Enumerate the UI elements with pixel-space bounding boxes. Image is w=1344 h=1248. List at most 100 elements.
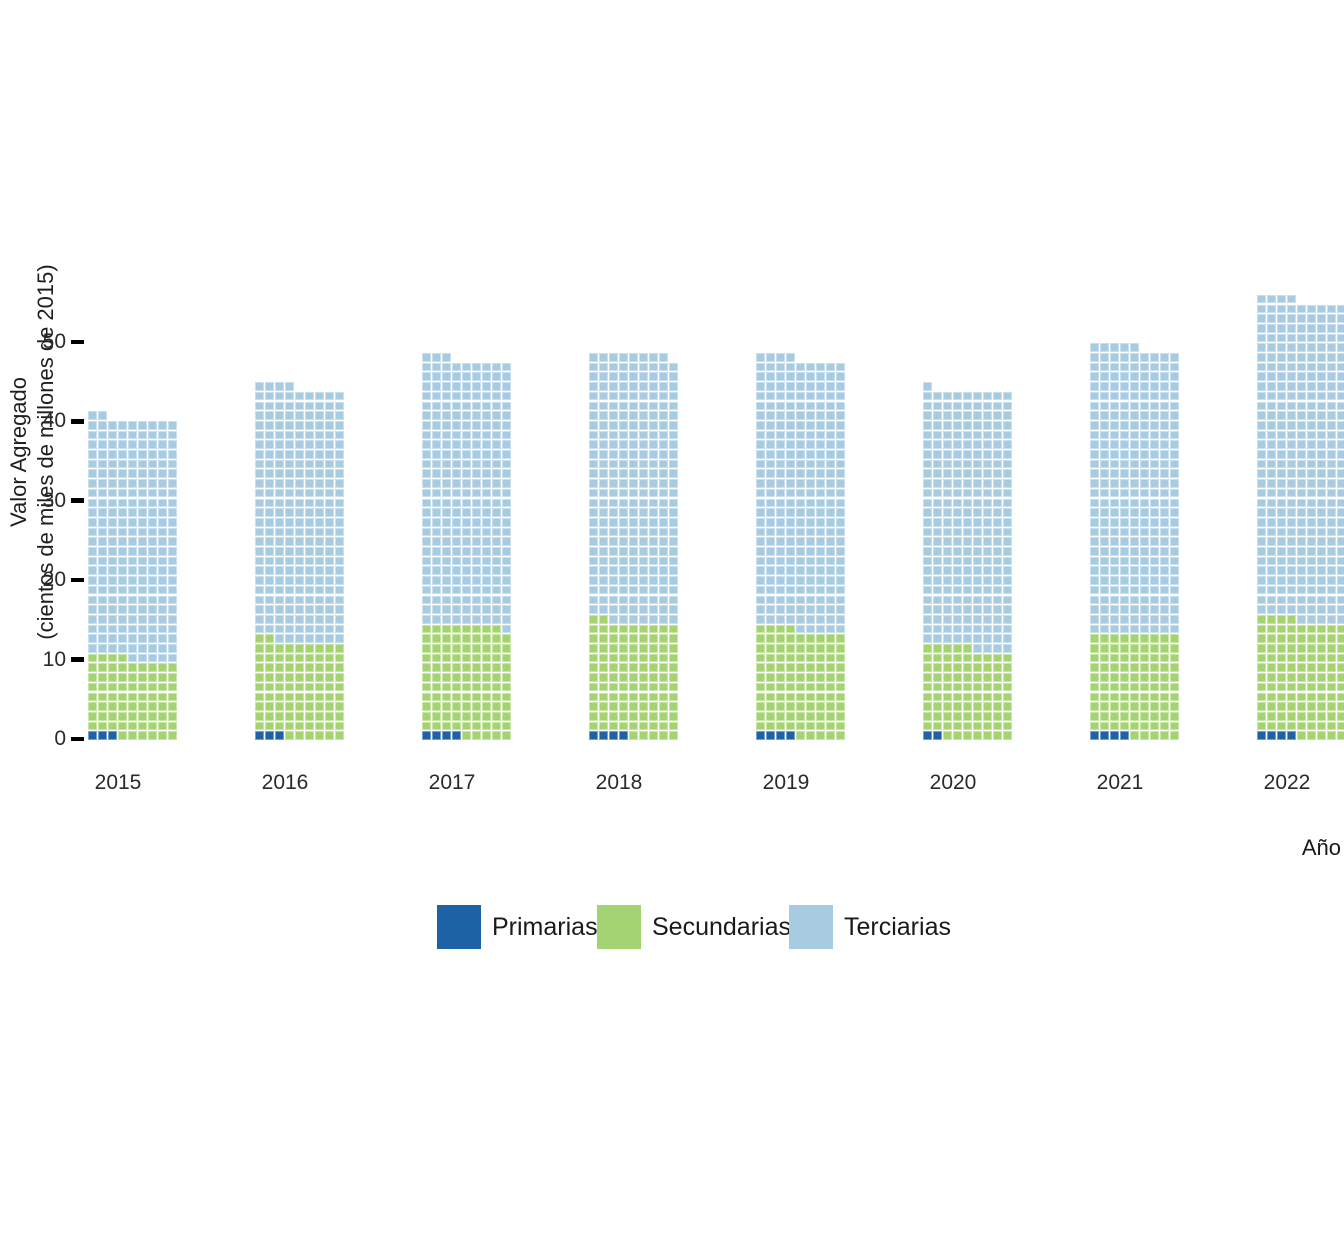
- waffle-square: [786, 653, 795, 663]
- waffle-square: [1170, 527, 1179, 537]
- waffle-square: [1317, 459, 1326, 469]
- waffle-square: [1337, 401, 1344, 411]
- waffle-square: [836, 430, 845, 440]
- waffle-square: [168, 663, 177, 673]
- waffle-square: [609, 721, 618, 731]
- waffle-square: [88, 673, 97, 682]
- waffle-square: [1100, 401, 1109, 411]
- waffle-square: [1327, 488, 1336, 498]
- waffle-square: [432, 537, 441, 546]
- waffle-square: [492, 624, 501, 634]
- y-tick-mark-10: [71, 657, 84, 662]
- waffle-square: [826, 653, 835, 663]
- waffle-square: [422, 401, 431, 411]
- waffle-square: [442, 624, 451, 634]
- waffle-square: [649, 644, 658, 653]
- waffle-square: [108, 459, 117, 469]
- waffle-square: [462, 653, 471, 663]
- waffle-square: [128, 721, 137, 731]
- waffle-square: [826, 711, 835, 721]
- waffle-square: [1150, 440, 1159, 449]
- x-tick-label-2016: 2016: [261, 771, 309, 794]
- waffle-square: [305, 401, 314, 411]
- waffle-square: [325, 614, 334, 624]
- waffle-square: [836, 527, 845, 537]
- waffle-square: [1160, 585, 1169, 595]
- waffle-square: [1090, 411, 1099, 420]
- waffle-square: [993, 673, 1002, 682]
- waffle-square: [442, 682, 451, 692]
- waffle-square: [619, 391, 628, 401]
- waffle-square: [265, 420, 274, 430]
- waffle-square: [1130, 391, 1139, 401]
- waffle-square: [285, 537, 294, 546]
- waffle-square: [492, 382, 501, 391]
- waffle-square: [1327, 353, 1336, 362]
- waffle-square: [1100, 614, 1109, 624]
- waffle-square: [649, 498, 658, 508]
- waffle-square: [639, 469, 648, 479]
- waffle-square: [1110, 450, 1119, 459]
- waffle-square: [128, 614, 137, 624]
- waffle-square: [88, 663, 97, 673]
- waffle-square: [786, 479, 795, 488]
- waffle-square: [639, 353, 648, 362]
- waffle-square: [1257, 711, 1266, 721]
- waffle-square: [98, 440, 107, 449]
- waffle-square: [1297, 537, 1306, 546]
- waffle-square: [1003, 663, 1012, 673]
- waffle-square: [629, 401, 638, 411]
- waffle-square: [1110, 391, 1119, 401]
- waffle-square: [285, 450, 294, 459]
- waffle-square: [98, 614, 107, 624]
- waffle-square: [1267, 343, 1276, 352]
- waffle-square: [649, 391, 658, 401]
- waffle-square: [442, 731, 451, 740]
- waffle-square: [796, 614, 805, 624]
- waffle-square: [452, 595, 461, 605]
- waffle-square: [295, 614, 304, 624]
- waffle-square: [502, 702, 511, 711]
- waffle-square: [609, 653, 618, 663]
- waffle-square: [502, 721, 511, 731]
- waffle-square: [168, 624, 177, 634]
- waffle-square: [1277, 605, 1286, 614]
- waffle-square: [1150, 362, 1159, 372]
- waffle-square: [589, 692, 598, 702]
- waffle-square: [88, 459, 97, 469]
- waffle-square: [766, 673, 775, 682]
- waffle-square: [502, 459, 511, 469]
- waffle-square: [168, 566, 177, 576]
- waffle-square: [826, 508, 835, 517]
- waffle-square: [255, 547, 264, 556]
- waffle-square: [422, 353, 431, 362]
- waffle-square: [609, 469, 618, 479]
- waffle-square: [275, 605, 284, 614]
- waffle-square: [659, 411, 668, 420]
- waffle-square: [138, 556, 147, 566]
- waffle-square: [816, 721, 825, 731]
- waffle-square: [472, 556, 481, 566]
- waffle-square: [422, 440, 431, 449]
- waffle-square: [1277, 624, 1286, 634]
- waffle-square: [1307, 498, 1316, 508]
- waffle-square: [816, 663, 825, 673]
- waffle-square: [1100, 644, 1109, 653]
- waffle-square: [1327, 391, 1336, 401]
- waffle-square: [639, 566, 648, 576]
- waffle-square: [482, 498, 491, 508]
- legend: Primarias Secundarias Terciarias: [0, 905, 1344, 949]
- waffle-square: [1120, 430, 1129, 440]
- waffle-square: [88, 479, 97, 488]
- waffle-square: [472, 673, 481, 682]
- waffle-square: [1130, 663, 1139, 673]
- waffle-square: [275, 527, 284, 537]
- waffle-square: [1120, 488, 1129, 498]
- waffle-square: [462, 702, 471, 711]
- waffle-square: [482, 585, 491, 595]
- waffle-square: [826, 420, 835, 430]
- waffle-square: [335, 682, 344, 692]
- waffle-square: [826, 721, 835, 731]
- waffle-square: [1090, 634, 1099, 643]
- waffle-square: [1130, 401, 1139, 411]
